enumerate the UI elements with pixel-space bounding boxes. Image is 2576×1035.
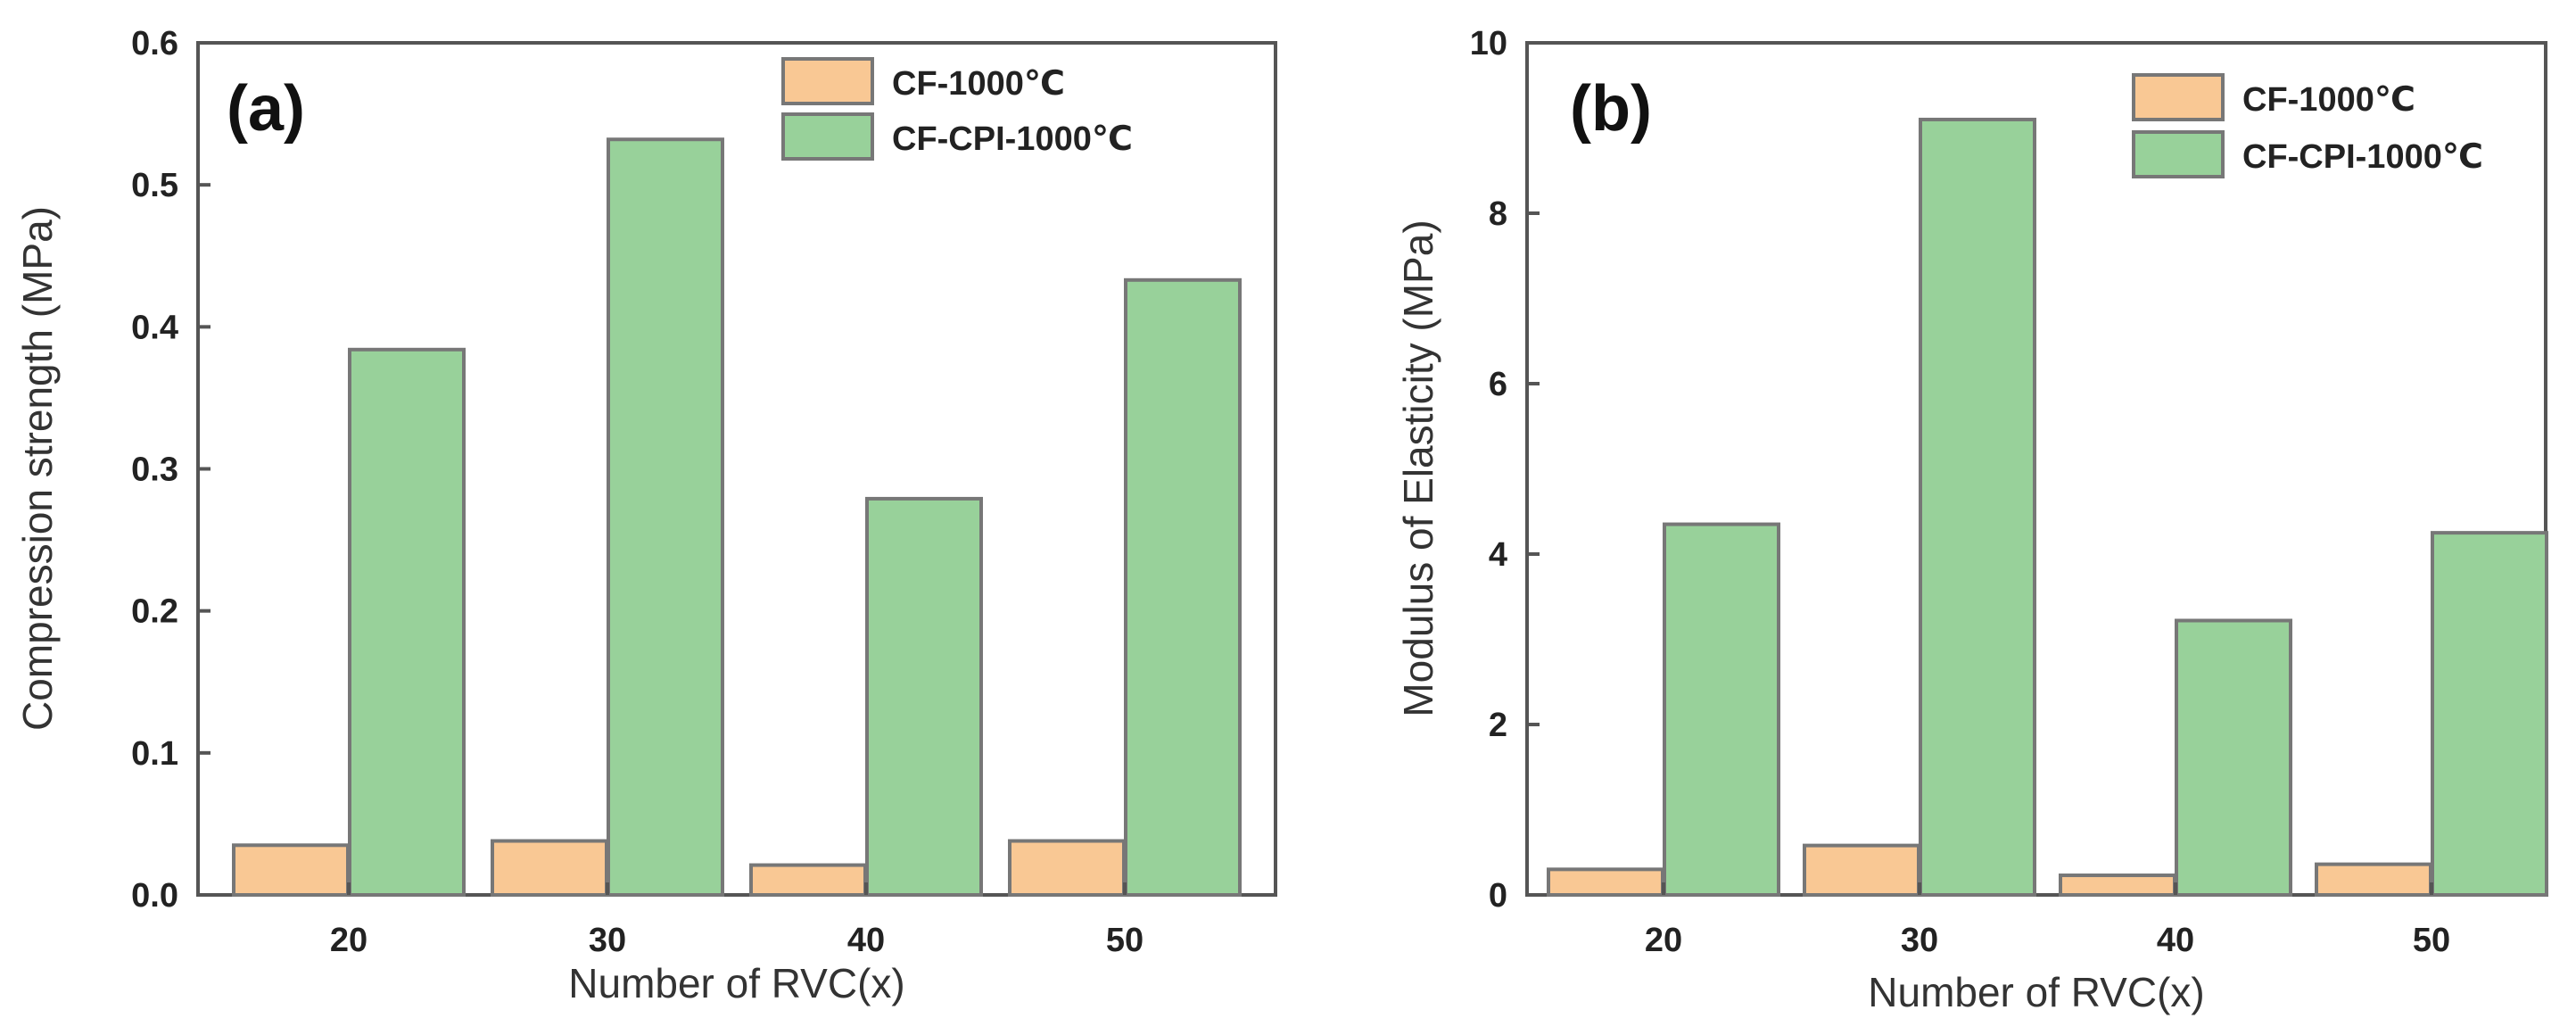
y-tick-label-b-4: 8 (1489, 195, 1507, 233)
y-tick-label-a-2: 0.2 (131, 593, 178, 631)
legend-label-a-1: CF-CPI-1000℃ (892, 120, 1133, 158)
y-tick-label-b-5: 10 (1470, 25, 1507, 62)
bar-a-50-1 (1124, 277, 1242, 897)
bars-b (1547, 117, 2548, 897)
x-tick-label-a-3: 50 (1106, 922, 1144, 959)
x-axis-title-b: Number of RVC(x) (1868, 969, 2204, 1015)
chart-panel-a: 0.0 0.1 0.2 0.3 0.4 0.5 0.6 20 30 40 50 (a) Numbe… (14, 25, 1277, 1006)
bar-a-40-0 (749, 863, 867, 898)
y-tick-label-b-0: 0 (1489, 877, 1507, 915)
bar-a-20-1 (348, 347, 466, 897)
bar-a-20-0 (232, 843, 350, 898)
legend-swatch-a-1 (781, 112, 874, 161)
bar-b-20-0 (1547, 867, 1664, 897)
bar-b-50-1 (2431, 531, 2548, 897)
y-tick-label-b-2: 4 (1489, 536, 1507, 574)
bar-b-30-1 (1919, 117, 2036, 897)
x-tick-label-a-1: 30 (589, 922, 626, 959)
bar-a-40-1 (865, 496, 983, 897)
y-tick-label-a-1: 0.1 (131, 735, 178, 773)
y-ticks-a: 0.0 0.1 0.2 0.3 0.4 0.5 0.6 (131, 25, 211, 915)
legend-label-a-0: CF-1000℃ (892, 65, 1065, 103)
y-ticks-b: 0 2 4 6 8 10 (1470, 25, 1540, 915)
panel-label-b: (b) (1570, 73, 1652, 145)
x-tick-label-b-2: 40 (2157, 922, 2194, 959)
y-tick-label-a-0: 0.0 (131, 877, 178, 915)
bar-b-20-1 (1663, 522, 1780, 897)
bars-a (232, 137, 1242, 898)
bar-a-30-0 (491, 839, 608, 897)
x-ticks-a: 20 30 40 50 (330, 882, 1144, 959)
x-tick-label-a-0: 20 (330, 922, 367, 959)
y-tick-label-a-3: 0.3 (131, 451, 178, 489)
x-ticks-b: 20 30 40 50 (1645, 882, 2450, 959)
y-tick-label-b-1: 2 (1489, 707, 1507, 744)
legend-label-b-1: CF-CPI-1000℃ (2242, 138, 2483, 176)
bar-b-50-0 (2315, 862, 2432, 897)
bar-a-30-1 (607, 137, 724, 897)
chart-panel-b: 0 2 4 6 8 10 20 30 40 50 (b) Number of RVC(x) Mo… (1395, 25, 2548, 1015)
legend-b: CF-1000℃ CF-CPI-1000℃ (2132, 73, 2483, 178)
x-axis-title-a: Number of RVC(x) (568, 960, 904, 1006)
panel-label-a: (a) (227, 73, 305, 145)
y-axis-title-a: Compression strength (MPa) (14, 206, 61, 731)
x-tick-label-b-3: 50 (2413, 922, 2450, 959)
x-tick-label-a-2: 40 (847, 922, 885, 959)
bar-b-40-0 (2059, 874, 2176, 897)
bar-b-40-1 (2175, 618, 2292, 897)
y-tick-label-a-6: 0.6 (131, 25, 178, 62)
legend-swatch-a-0 (781, 57, 874, 105)
bar-a-50-0 (1008, 839, 1126, 897)
legend-swatch-b-0 (2132, 73, 2225, 121)
y-tick-label-a-5: 0.5 (131, 167, 178, 204)
y-axis-title-b: Modulus of Elasticity (MPa) (1395, 219, 1441, 716)
bar-b-30-0 (1803, 843, 1920, 897)
legend-swatch-b-1 (2132, 130, 2225, 178)
x-tick-label-b-0: 20 (1645, 922, 1682, 959)
y-tick-label-a-4: 0.4 (131, 309, 178, 346)
legend-a: CF-1000℃ CF-CPI-1000℃ (781, 57, 1133, 161)
legend-label-b-0: CF-1000℃ (2242, 81, 2415, 119)
x-tick-label-b-1: 30 (1901, 922, 1938, 959)
y-tick-label-b-3: 6 (1489, 366, 1507, 403)
